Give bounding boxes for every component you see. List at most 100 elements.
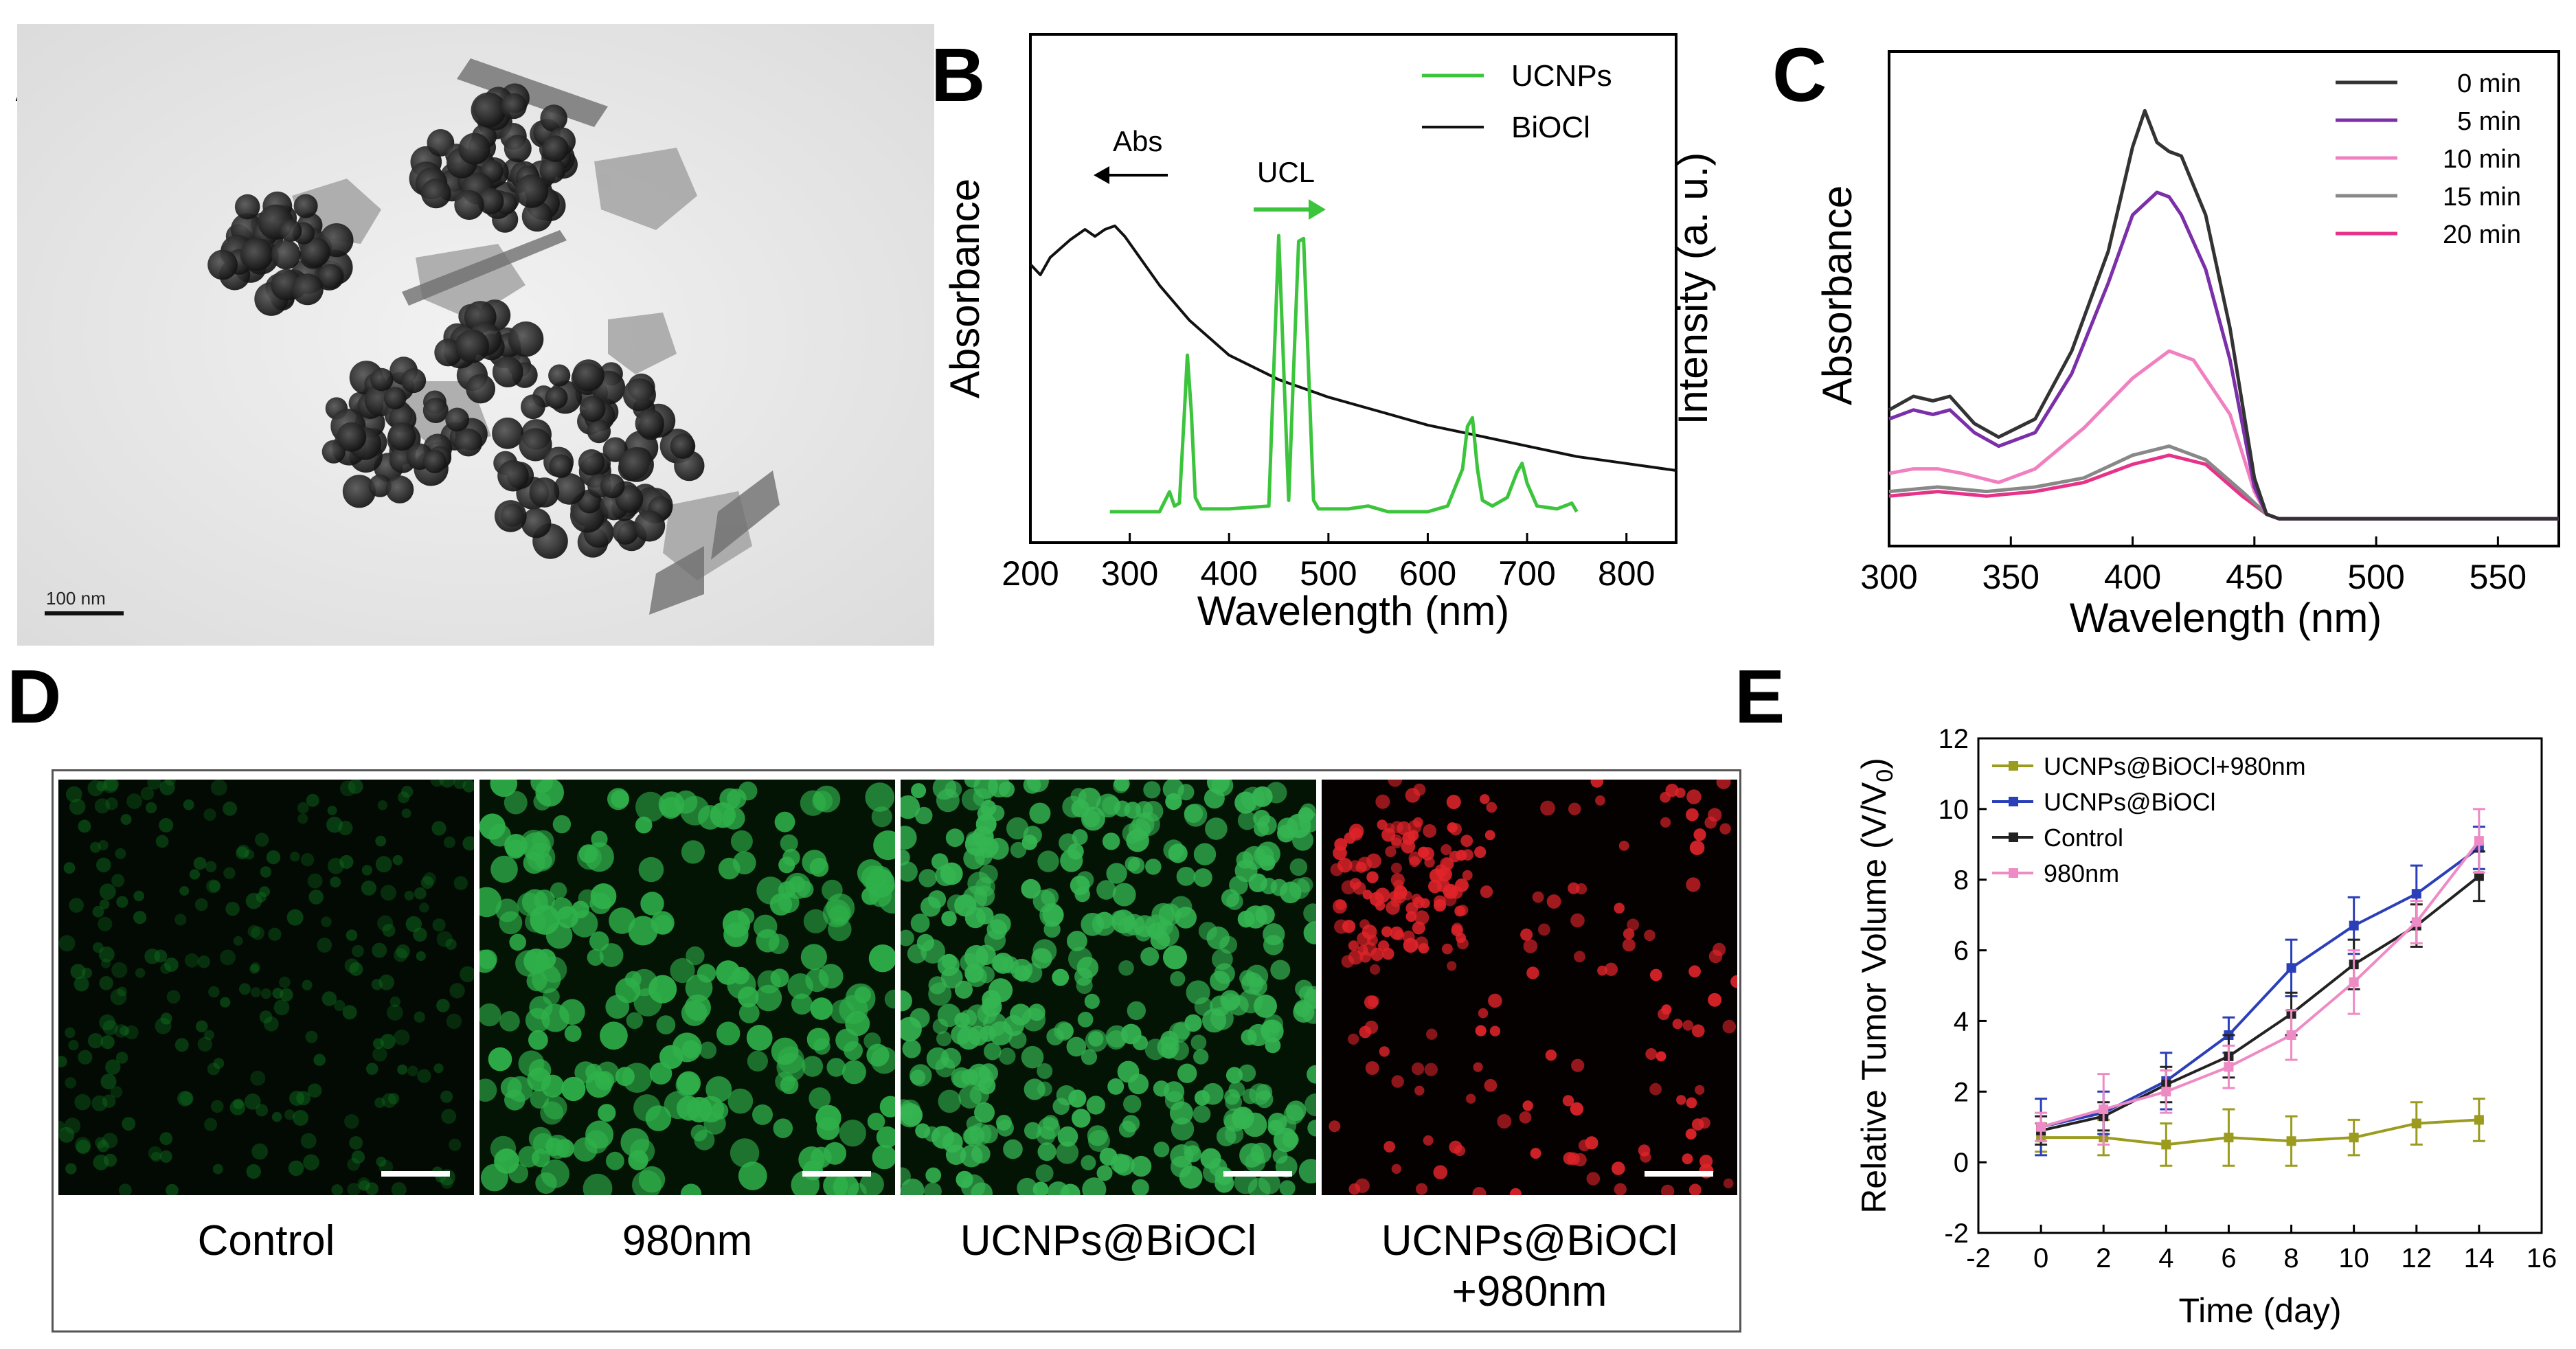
- cell: [911, 783, 927, 799]
- legend-label-c: 20 min: [2443, 220, 2521, 249]
- cell: [1177, 1063, 1197, 1083]
- cell: [98, 916, 113, 931]
- cell: [1226, 893, 1243, 910]
- cell: [1411, 1062, 1425, 1076]
- cell: [1247, 1177, 1271, 1195]
- cell: [159, 1150, 172, 1163]
- nanoparticle: [401, 368, 427, 394]
- legend-marker-e: [2009, 868, 2018, 878]
- cell: [615, 1067, 635, 1087]
- cell: [987, 780, 1010, 797]
- cell: [303, 1154, 319, 1170]
- cell: [1441, 857, 1454, 870]
- cell: [1546, 894, 1561, 909]
- cell: [1618, 841, 1629, 851]
- cell: [738, 1161, 767, 1190]
- cell: [479, 813, 506, 840]
- cell: [445, 938, 457, 950]
- cell: [975, 907, 994, 925]
- cell: [499, 1011, 520, 1032]
- nanoparticle: [455, 329, 489, 363]
- cell: [1370, 964, 1381, 975]
- data-point: [2349, 920, 2359, 931]
- cell: [1355, 1178, 1370, 1193]
- cell: [394, 1029, 410, 1045]
- cell: [220, 997, 231, 1008]
- cell: [1526, 966, 1539, 979]
- cell: [114, 1024, 128, 1038]
- cell: [1259, 854, 1276, 871]
- cell: [532, 1133, 554, 1155]
- cell: [1054, 1021, 1074, 1041]
- series-line-c: [1888, 453, 2559, 521]
- cell: [1686, 877, 1701, 892]
- cell: [70, 964, 86, 979]
- cell: [490, 855, 518, 883]
- cell: [1366, 934, 1378, 946]
- cell: [233, 1098, 244, 1109]
- cell: [174, 1038, 189, 1052]
- cell: [321, 916, 332, 927]
- cell: [590, 883, 617, 909]
- cell: [1672, 1019, 1683, 1030]
- cell: [737, 907, 755, 925]
- cell: [1708, 993, 1722, 1007]
- cell: [1087, 1125, 1108, 1146]
- cell: [1349, 878, 1362, 889]
- cell: [430, 780, 444, 787]
- cell: [183, 799, 194, 810]
- cell: [971, 1144, 991, 1164]
- cell: [110, 1086, 123, 1098]
- nanoparticle: [293, 194, 318, 218]
- cell: [1204, 788, 1225, 809]
- cell: [1418, 943, 1430, 954]
- y-axis-label-e: Relative Tumor Volume (V/V0): [1855, 758, 1898, 1214]
- cell: [1190, 1034, 1207, 1051]
- cell: [246, 1164, 261, 1179]
- cell: [969, 1066, 994, 1091]
- cell: [280, 988, 293, 1001]
- cell: [1377, 819, 1388, 830]
- cell: [509, 933, 526, 951]
- cell: [236, 846, 249, 860]
- cell: [1170, 971, 1186, 987]
- cell: [266, 850, 281, 865]
- cell: [133, 911, 147, 925]
- cell: [346, 929, 358, 941]
- cell: [1273, 1127, 1298, 1153]
- cell: [1017, 1177, 1037, 1195]
- cell: [1205, 817, 1228, 840]
- cell: [1303, 903, 1316, 923]
- cell: [1219, 936, 1238, 954]
- cell: [1096, 1165, 1113, 1181]
- cell: [598, 1104, 616, 1122]
- cell: [236, 844, 250, 858]
- x-tick-label-e: 12: [2402, 1243, 2432, 1273]
- cell: [271, 1111, 282, 1122]
- cell: [802, 1056, 824, 1077]
- cell: [1423, 1135, 1434, 1146]
- cell: [166, 990, 181, 1004]
- y-tick-label-e: 0: [1954, 1148, 1969, 1178]
- cell: [620, 1128, 650, 1157]
- cell: [1112, 883, 1136, 907]
- cell: [1076, 871, 1094, 889]
- cell: [535, 1172, 557, 1194]
- cell: [1132, 1035, 1148, 1051]
- series-line-e: [2041, 1118, 2480, 1146]
- nanoparticle: [542, 135, 569, 162]
- cell: [1451, 922, 1463, 934]
- arrow-ucl: [1254, 199, 1326, 220]
- cell: [600, 1021, 628, 1050]
- cell: [1409, 856, 1420, 868]
- cell: [1330, 863, 1344, 876]
- y-tick-label-e: 6: [1954, 936, 1969, 966]
- cell: [74, 1137, 91, 1153]
- cell: [871, 806, 892, 828]
- cell: [732, 851, 756, 874]
- cell: [97, 1140, 109, 1153]
- cell: [1370, 947, 1384, 962]
- cell: [1293, 999, 1311, 1017]
- cell: [1107, 1078, 1125, 1095]
- cell: [96, 857, 111, 873]
